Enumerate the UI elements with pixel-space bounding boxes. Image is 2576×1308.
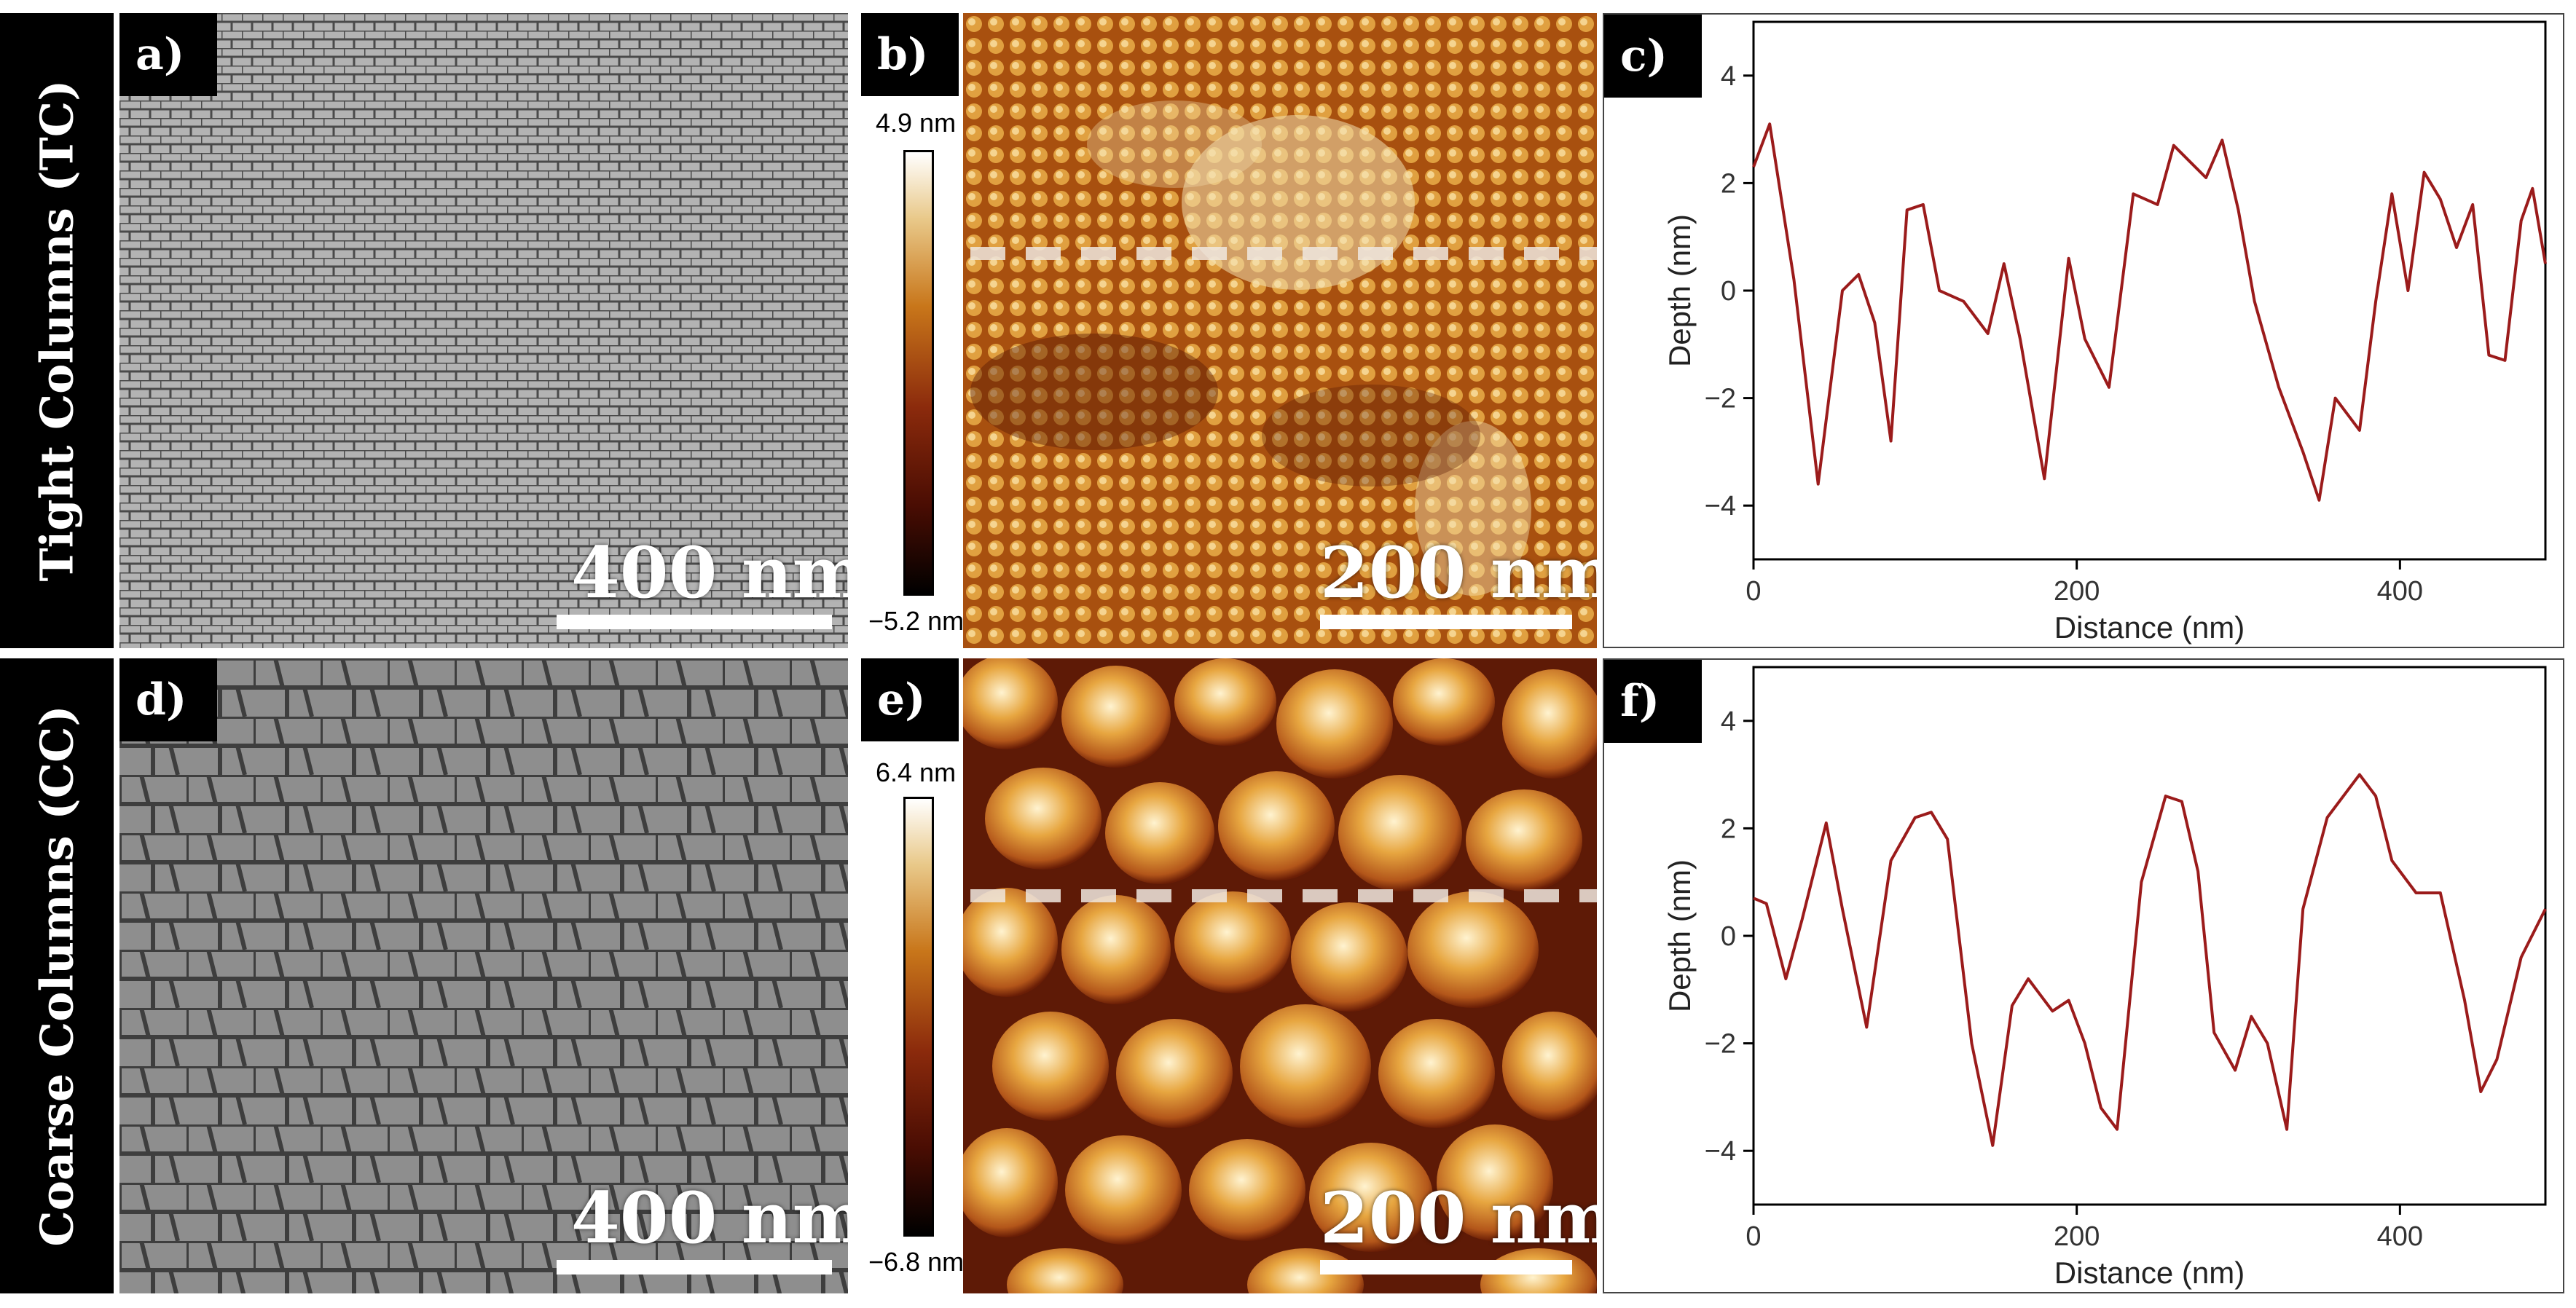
plot-frame-f [1752, 666, 2547, 1206]
sem-texture-fine [119, 13, 848, 648]
scale-bar-a [557, 615, 832, 629]
x-tick-label-f-1: 200 [2054, 1221, 2100, 1252]
series-line-f-0 [1753, 773, 2547, 1147]
panel-b-afm-image: b) 4.9 nm −5.2 nm 200 nm [861, 13, 1597, 648]
row-label-tight-columns-text: Tight Columns (TC) [30, 79, 84, 582]
y-tick-label-c-1: −2 [1705, 384, 1736, 414]
panel-label-d: d) [119, 658, 217, 741]
panel-label-a: a) [119, 13, 217, 96]
panel-d-sem-image: d) 400 nm [119, 658, 848, 1293]
sem-texture-coarse [119, 658, 848, 1293]
colorbar-e-min: −6.8 nm [868, 1247, 965, 1277]
panel-label-f: f) [1604, 660, 1702, 743]
y-axis-label-c: Depth (nm) [1662, 214, 1697, 367]
colorbar-e-max: 6.4 nm [876, 757, 957, 787]
y-axis-label-f: Depth (nm) [1662, 859, 1697, 1012]
x-axis-label-c: Distance (nm) [2054, 610, 2245, 645]
row-label-coarse-columns: Coarse Columns (CC) [0, 658, 114, 1293]
scale-bar-e [1320, 1260, 1572, 1274]
y-tick-label-c-2: 0 [1721, 276, 1736, 307]
y-tick-label-f-3: 2 [1721, 813, 1736, 844]
x-tick-label-f-2: 400 [2377, 1221, 2423, 1252]
y-tick-label-f-1: −2 [1705, 1029, 1736, 1060]
row-label-coarse-columns-text: Coarse Columns (CC) [30, 705, 84, 1247]
y-tick-label-f-2: 0 [1721, 921, 1736, 952]
y-tick-label-c-3: 2 [1721, 168, 1736, 199]
afm-image-b: 200 nm [963, 13, 1597, 648]
profile-chart-f: 0 200 400 −4 −2 0 2 4 Distance (nm) Depth (nm) [1662, 666, 2547, 1290]
panel-f-chart: f) 0 200 400 −4 −2 0 2 4 Distance (nm) Depth (nm) [1603, 658, 2564, 1293]
colorbar-b-min: −5.2 nm [868, 606, 965, 636]
scale-bar-label-e: 200 nm [1320, 1177, 1597, 1259]
scale-bar-label-d: 400 nm [571, 1177, 848, 1259]
series-line-c-0 [1752, 122, 2547, 502]
colorbar-b [903, 150, 934, 596]
x-tick-label-c-2: 400 [2377, 576, 2423, 607]
x-axis-label-f: Distance (nm) [2054, 1256, 2245, 1290]
profile-chart-c: 0 200 400 −4 −2 0 2 4 Distance (nm) Depth (nm) [1662, 20, 2547, 645]
colorbar-b-max: 4.9 nm [876, 108, 957, 138]
panel-c-chart: c) 0 200 400 −4 −2 0 2 4 Distance (nm) Depth (nm) [1603, 13, 2564, 648]
scale-bar-label-a: 400 nm [571, 532, 848, 614]
row-label-tight-columns: Tight Columns (TC) [0, 13, 114, 648]
x-tick-label-f-0: 0 [1746, 1221, 1761, 1252]
panel-e-afm-image: e) 6.4 nm −6.8 nm [861, 658, 1597, 1293]
x-tick-label-c-1: 200 [2054, 576, 2100, 607]
scale-bar-label-b: 200 nm [1320, 532, 1597, 614]
panel-label-e: e) [861, 658, 959, 741]
panel-a-sem-image: a) 400 nm [119, 13, 848, 648]
y-tick-label-c-0: −4 [1705, 491, 1736, 521]
y-tick-label-f-4: 4 [1721, 706, 1736, 737]
x-tick-label-c-0: 0 [1746, 576, 1761, 607]
scale-bar-b [1320, 615, 1572, 629]
scale-bar-d [557, 1260, 832, 1274]
colorbar-e [903, 797, 934, 1237]
panel-label-c: c) [1604, 15, 1702, 98]
y-tick-label-c-4: 4 [1721, 61, 1736, 92]
panel-label-b: b) [861, 13, 959, 96]
y-tick-label-f-0: −4 [1705, 1136, 1736, 1167]
plot-frame-c [1752, 20, 2547, 561]
afm-image-e: 200 nm [963, 658, 1597, 1293]
